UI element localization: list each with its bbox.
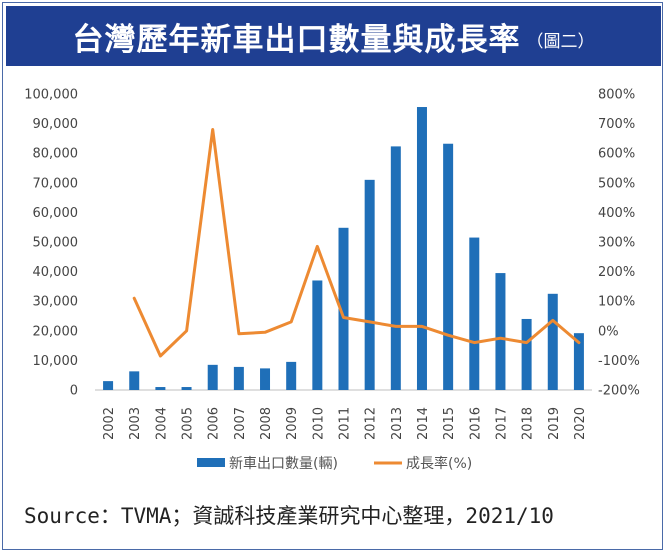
growth-rate-line xyxy=(132,128,581,358)
y-right-tick-label: 500% xyxy=(598,176,635,191)
y-left-tick-label: 60,000 xyxy=(33,206,79,221)
x-tick-label: 2010 xyxy=(311,407,326,440)
x-tick-label: 2009 xyxy=(285,407,300,440)
bar xyxy=(521,318,532,390)
bar xyxy=(312,280,323,390)
x-tick-label: 2019 xyxy=(547,407,562,440)
y-left-tick-label: 80,000 xyxy=(33,147,79,162)
x-tick-label: 2013 xyxy=(390,407,405,440)
bar xyxy=(390,146,401,390)
x-tick-label: 2012 xyxy=(364,407,379,440)
bar xyxy=(286,361,297,390)
legend-bar-swatch xyxy=(197,458,225,467)
chart-subtitle: （圖二） xyxy=(526,31,595,52)
bar xyxy=(495,273,506,390)
legend-bar-label: 新車出口數量(輛) xyxy=(229,455,338,472)
y-right-tick-label: 200% xyxy=(598,265,635,280)
x-tick-label: 2014 xyxy=(416,407,431,440)
legend-line-label: 成長率(%) xyxy=(406,455,472,472)
x-tick-label: 2008 xyxy=(259,407,274,440)
bar xyxy=(547,293,558,390)
bar xyxy=(338,227,349,390)
y-left-tick-label: 0 xyxy=(70,384,78,399)
x-tick-label: 2006 xyxy=(207,407,222,440)
x-tick-label: 2017 xyxy=(494,407,509,440)
y-left-tick-label: 40,000 xyxy=(33,265,79,280)
bar xyxy=(207,364,218,390)
y-right-tick-label: -200% xyxy=(598,384,640,399)
bar xyxy=(181,387,192,390)
x-tick-label: 2015 xyxy=(442,407,457,440)
y-left-tick-label: 20,000 xyxy=(33,324,79,339)
y-left-tick-label: 90,000 xyxy=(33,117,79,132)
y-left-tick-label: 10,000 xyxy=(33,354,79,369)
source-note: Source：TVMA；資誠科技產業研究中心整理，2021/10 xyxy=(24,504,554,528)
bar xyxy=(260,368,271,390)
y-right-tick-label: 800% xyxy=(598,88,635,103)
x-tick-label: 2002 xyxy=(102,407,117,440)
y-left-tick-label: 30,000 xyxy=(33,295,79,310)
title-banner: 台灣歷年新車出口數量與成長率 （圖二） xyxy=(6,6,661,66)
bar xyxy=(129,371,140,390)
x-tick-label: 2003 xyxy=(128,407,143,440)
bar xyxy=(443,143,454,390)
y-right-tick-label: 0% xyxy=(598,324,619,339)
y-left-tick-label: 50,000 xyxy=(33,236,79,251)
y-right-tick-label: 400% xyxy=(598,206,635,221)
chart-title: 台灣歷年新車出口數量與成長率 xyxy=(72,21,521,58)
y-right-tick-label: -100% xyxy=(598,354,640,369)
bar xyxy=(233,366,244,390)
x-tick-label: 2011 xyxy=(338,407,353,440)
y-left-tick-label: 100,000 xyxy=(24,88,78,103)
bar xyxy=(469,237,480,390)
bar xyxy=(155,387,166,390)
x-tick-label: 2020 xyxy=(573,407,588,440)
y-right-tick-label: 700% xyxy=(598,117,635,132)
x-tick-label: 2004 xyxy=(154,407,169,440)
x-tick-label: 2007 xyxy=(233,407,248,440)
y-right-tick-label: 100% xyxy=(598,295,635,310)
bar xyxy=(103,381,114,390)
y-right-tick-label: 300% xyxy=(598,236,635,251)
x-tick-label: 2005 xyxy=(181,407,196,440)
y-left-tick-label: 70,000 xyxy=(33,176,79,191)
bar xyxy=(416,107,427,391)
bar xyxy=(573,333,584,390)
y-right-tick-label: 600% xyxy=(598,147,635,162)
bar xyxy=(364,179,375,390)
x-tick-label: 2016 xyxy=(468,407,483,440)
x-tick-label: 2018 xyxy=(521,407,536,440)
